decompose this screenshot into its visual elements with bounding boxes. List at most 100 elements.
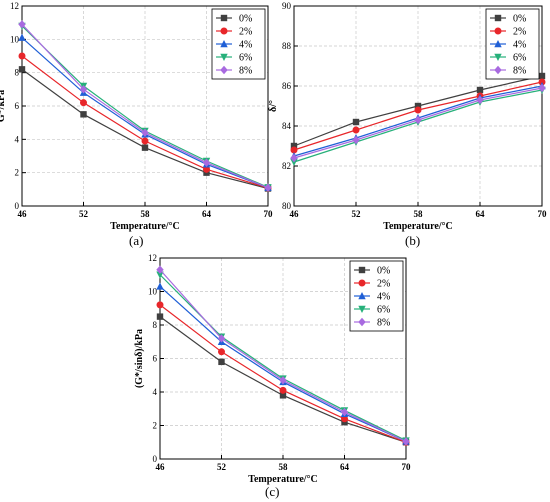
data-point — [476, 86, 484, 94]
y-tick-label: 80 — [282, 201, 292, 211]
legend-marker — [220, 27, 228, 35]
data-point — [414, 102, 422, 110]
data-point — [402, 437, 410, 446]
x-tick-label: 70 — [402, 462, 412, 472]
legend-label: 6% — [513, 53, 526, 64]
x-tick-label: 58 — [414, 209, 424, 219]
data-point — [279, 392, 287, 399]
y-tick-label: 82 — [282, 161, 291, 171]
data-point — [341, 415, 348, 423]
data-point — [414, 106, 422, 114]
y-tick-label: 6 — [153, 354, 158, 364]
y-tick-label: 2 — [153, 421, 158, 431]
data-point — [352, 126, 360, 134]
panel-label-c: (c) — [265, 484, 280, 499]
legend-marker — [494, 27, 502, 35]
legend-label: 6% — [377, 305, 390, 316]
legend-marker — [494, 65, 502, 75]
data-point — [18, 66, 26, 73]
legend-marker — [494, 14, 502, 22]
y-tick-label: 6 — [15, 101, 20, 111]
legend-label: 0% — [239, 14, 252, 25]
legend: 0% 2% 4% 6% 8% — [349, 260, 404, 332]
y-tick-label: 10 — [148, 287, 158, 297]
chart-1: 46 52 58 64 70 80 82 84 86 88 90 Temperature/°C δ/° 0… — [268, 1, 547, 232]
data-point — [217, 334, 226, 343]
x-axis-label: Temperature/°C — [248, 474, 318, 485]
legend-marker — [358, 292, 366, 300]
y-tick-label: 10 — [10, 34, 20, 44]
x-tick-label: 64 — [476, 209, 486, 219]
panel-label-a: (a) — [129, 233, 144, 248]
data-point — [352, 135, 360, 145]
legend-marker — [494, 40, 502, 48]
y-tick-label: 4 — [153, 387, 158, 397]
chart-2: 46 52 58 64 70024681012Temperature/°C(G*/sin… — [134, 253, 411, 485]
legend-label: 4% — [377, 292, 390, 303]
legend-label: 0% — [377, 266, 390, 277]
legend: 0% 2% 4% 6% 8% — [485, 8, 540, 80]
y-tick-label: 8 — [15, 68, 20, 78]
panel-label-b: (b) — [405, 233, 421, 248]
data-point — [156, 282, 164, 290]
data-point — [290, 158, 298, 166]
y-tick-label: 8 — [153, 320, 158, 330]
series-4 — [18, 20, 272, 192]
series-4 — [290, 83, 546, 163]
y-tick-label: 4 — [15, 134, 20, 144]
data-point — [202, 158, 211, 167]
data-point — [352, 118, 360, 126]
legend-marker — [358, 266, 366, 274]
data-point — [141, 128, 149, 137]
y-tick-label: 90 — [282, 1, 292, 11]
chart-0: 46 52 58 64 70024681012Temperature/°CG*/kPa0… — [0, 1, 273, 232]
data-point — [264, 183, 272, 192]
x-tick-label: 52 — [79, 209, 89, 219]
legend-label: 8% — [239, 66, 252, 77]
legend-label: 4% — [239, 40, 252, 51]
y-tick-label: 12 — [10, 1, 19, 11]
data-point — [141, 137, 149, 145]
x-tick-label: 46 — [290, 209, 300, 219]
data-point — [80, 111, 87, 118]
x-axis-label: Temperature/°C — [383, 221, 453, 232]
data-point — [290, 146, 298, 154]
legend-label: 6% — [239, 53, 252, 64]
legend-marker — [220, 40, 228, 48]
x-tick-label: 64 — [202, 209, 212, 219]
data-point — [156, 265, 164, 274]
data-point — [290, 153, 298, 163]
x-tick-label: 46 — [156, 462, 166, 472]
data-point — [279, 376, 287, 385]
legend-label: 2% — [239, 27, 252, 38]
data-point — [156, 301, 164, 309]
legend-label: 8% — [513, 66, 526, 77]
x-tick-label: 70 — [538, 209, 548, 219]
x-tick-label: 52 — [352, 209, 362, 219]
legend-marker — [358, 279, 366, 287]
legend-label: 2% — [513, 27, 526, 38]
data-point — [218, 358, 225, 366]
y-axis-label: δ/° — [268, 100, 279, 112]
y-tick-label: 2 — [15, 168, 20, 178]
legend-label: 4% — [513, 40, 526, 51]
legend-marker — [358, 305, 366, 313]
x-tick-label: 46 — [18, 209, 28, 219]
data-point — [414, 115, 422, 125]
legend-marker — [220, 53, 228, 61]
data-point — [476, 95, 484, 105]
legend-marker — [494, 53, 502, 61]
series-4 — [156, 265, 410, 446]
legend-label: 0% — [513, 14, 526, 25]
x-tick-label: 58 — [141, 209, 151, 219]
y-tick-label: 12 — [148, 253, 157, 263]
x-tick-label: 58 — [279, 462, 289, 472]
data-point — [538, 83, 546, 93]
data-point — [203, 165, 210, 173]
x-tick-label: 70 — [264, 209, 274, 219]
legend-marker — [220, 14, 228, 22]
y-tick-label: 84 — [282, 121, 292, 131]
data-point — [80, 99, 87, 107]
y-axis-label: G*/kPa — [0, 90, 7, 122]
